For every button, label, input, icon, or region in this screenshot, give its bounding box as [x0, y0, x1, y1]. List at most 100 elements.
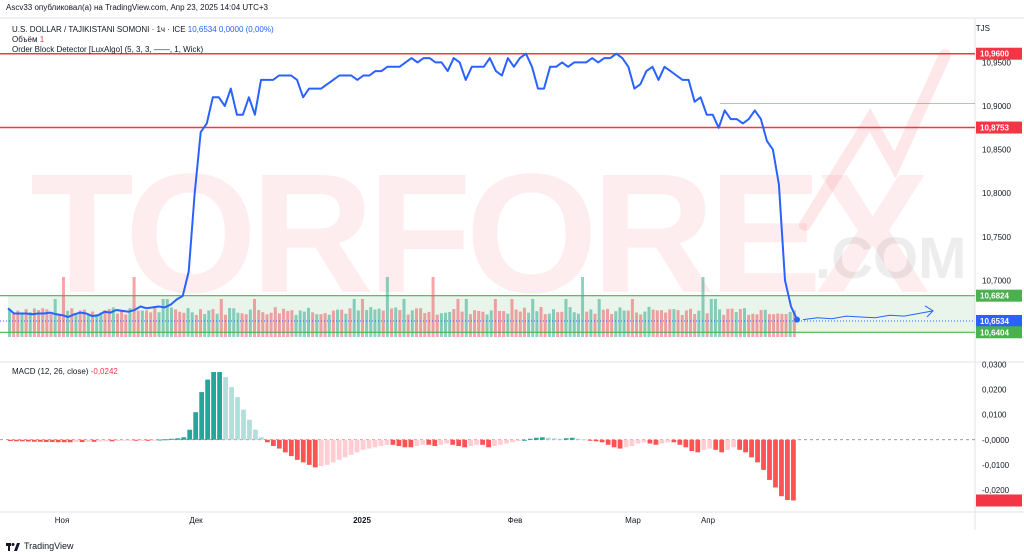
volume-bar: [531, 299, 535, 337]
macd-bar: [707, 439, 713, 449]
volume-bar: [734, 312, 738, 337]
macd-bar: [767, 439, 772, 480]
macd-bar: [163, 439, 169, 441]
macd-bar: [534, 437, 539, 440]
volume-bar: [527, 312, 531, 337]
macd-bar: [187, 429, 193, 440]
macd-bar: [450, 439, 456, 445]
volume-bar: [551, 309, 555, 337]
macd-bar: [193, 412, 199, 440]
volume-bar: [776, 313, 780, 337]
volume-bar: [369, 307, 373, 337]
price-tag-label: 10,6534: [980, 317, 1009, 326]
watermark-arrow: [799, 49, 951, 231]
volume-bar: [82, 309, 86, 337]
price-tag-label: 10,6404: [980, 328, 1009, 337]
volume-bar: [132, 277, 136, 337]
volume-bar: [477, 310, 481, 337]
macd-bar: [79, 439, 85, 443]
price-tag-label: 10,8753: [980, 124, 1009, 133]
volume-legend[interactable]: Объём 1: [12, 35, 44, 44]
macd-bar: [139, 439, 145, 441]
tradingview-logo[interactable]: TradingView: [6, 541, 74, 551]
volume-bar: [352, 299, 356, 337]
macd-bar: [737, 439, 743, 450]
macd-bar: [432, 439, 438, 447]
volume-bar: [182, 312, 186, 337]
currency-label[interactable]: TJS: [975, 24, 990, 33]
macd-bar: [276, 439, 282, 449]
macd-bar: [635, 439, 641, 444]
macd-bar: [145, 439, 151, 441]
macd-bar: [366, 439, 372, 449]
macd-bar: [253, 429, 258, 440]
macd-bar: [336, 439, 342, 460]
volume-bar: [253, 299, 257, 337]
volume-bar: [261, 312, 265, 337]
volume-bar: [626, 310, 630, 337]
volume-bar: [282, 308, 286, 337]
volume-bar: [32, 308, 36, 337]
volume-bar: [49, 313, 53, 337]
last-price-dot: [794, 316, 800, 323]
volume-bar: [294, 314, 298, 337]
volume-bar: [111, 307, 115, 337]
volume-bar: [336, 309, 340, 337]
volume-bar: [535, 311, 539, 337]
volume-bar: [385, 277, 389, 337]
volume-bar: [643, 311, 647, 337]
volume-bar: [277, 313, 281, 337]
volume-bar: [713, 299, 717, 337]
macd-bar: [522, 439, 527, 441]
forecast-arrowhead: [924, 305, 934, 318]
volume-bar: [37, 310, 41, 337]
volume-bar: [95, 314, 99, 337]
macd-bar: [324, 439, 330, 465]
symbol-header: U.S. DOLLAR / TAJIKISTANI SOMONI · 1ч · …: [12, 25, 274, 34]
volume-bar: [248, 309, 252, 337]
volume-bar: [340, 309, 344, 337]
volume-bar: [223, 314, 227, 337]
price-line: [7, 52, 798, 321]
macd-legend[interactable]: MACD (12, 26, close) -0,0242: [12, 367, 118, 376]
volume-bar: [444, 312, 448, 337]
volume-bar: [651, 309, 655, 337]
volume-bar: [344, 313, 348, 337]
macd-bar: [306, 439, 312, 465]
macd-bar: [617, 439, 623, 449]
macd-bar: [468, 439, 474, 447]
macd-bar: [265, 439, 270, 443]
price-tag: [976, 121, 1022, 134]
volume-bar: [597, 299, 601, 337]
volume-bar: [772, 314, 776, 337]
macd-bar: [659, 439, 665, 444]
time-tick-label: 2025: [353, 516, 371, 525]
macd-bar: [378, 439, 384, 447]
volume-bar: [298, 310, 302, 337]
volume-bar: [610, 314, 614, 337]
price-tick-label: 10,7000: [982, 276, 1011, 285]
macd-bar: [247, 419, 252, 440]
volume-bar: [41, 308, 45, 337]
macd-bar: [462, 439, 468, 448]
volume-bar: [140, 310, 144, 337]
macd-bar: [217, 372, 222, 440]
macd-bar: [199, 392, 205, 440]
macd-bar: [384, 439, 390, 445]
indicator-legend[interactable]: Order Block Detector [LuxAlgo] (5, 3, 3,…: [12, 45, 204, 54]
volume-bar: [452, 309, 456, 337]
macd-bar: [61, 439, 67, 443]
macd-bar: [55, 439, 61, 443]
macd-bar: [551, 438, 557, 440]
macd-bar: [115, 439, 121, 442]
volume-bar: [668, 309, 672, 337]
volume-bar: [207, 310, 211, 337]
tradingview-logo-icon: [6, 542, 20, 551]
price-tag-label: 10,6824: [980, 292, 1009, 301]
volume-bar: [464, 299, 468, 337]
time-tick-label: Фев: [508, 516, 523, 525]
price-tag-label: 10,9600: [980, 50, 1009, 59]
symbol-name[interactable]: U.S. DOLLAR / TAJIKISTANI SOMONI · 1ч · …: [12, 25, 186, 34]
volume-bar: [290, 310, 294, 337]
volume-bar: [576, 313, 580, 337]
